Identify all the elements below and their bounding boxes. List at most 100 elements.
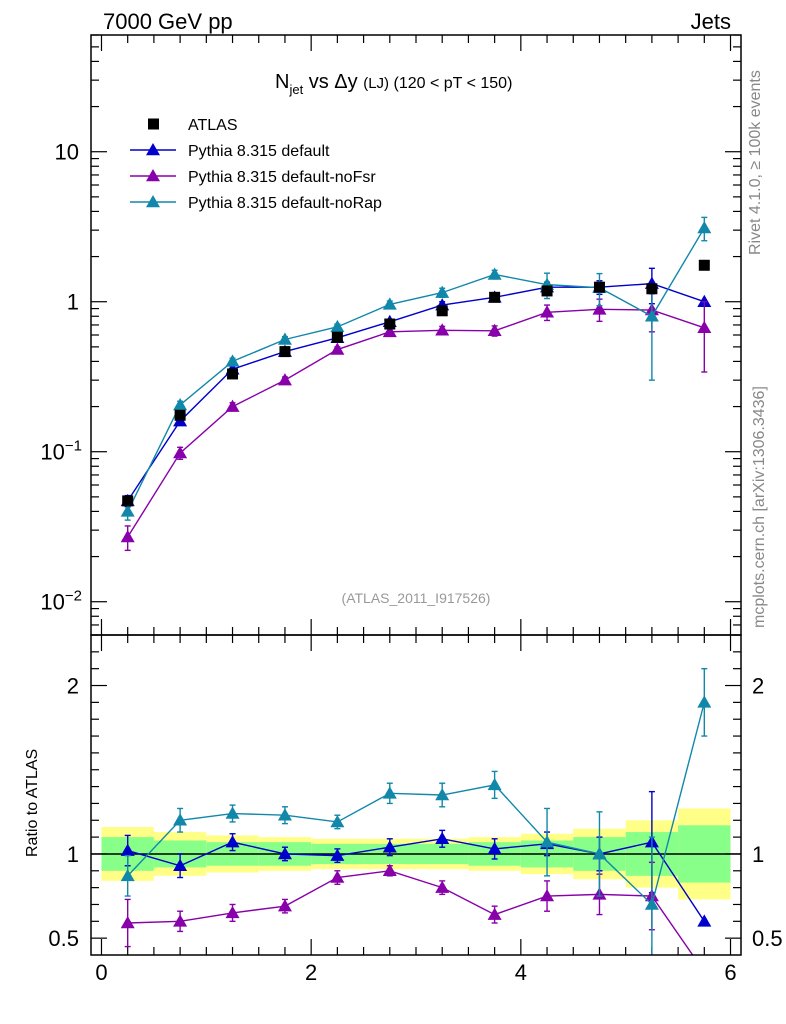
- series-line-0: [127, 282, 705, 502]
- series-point-1: [277, 373, 292, 386]
- ratio-point-2: [592, 846, 607, 860]
- series-point-1: [225, 399, 240, 412]
- ratio-point-1: [277, 899, 292, 912]
- legend-label: Pythia 8.315 default: [188, 143, 330, 160]
- series-point-1: [173, 446, 188, 459]
- series-point-2: [697, 221, 712, 234]
- atlas-point: [436, 305, 448, 317]
- series-point-1: [487, 323, 502, 337]
- atlas-point: [646, 283, 658, 295]
- legend-label: Pythia 8.315 default-noRap: [188, 195, 382, 212]
- x-tick-label: 0: [95, 960, 107, 985]
- atlas-point: [384, 318, 396, 330]
- ratio-point-1: [120, 916, 135, 929]
- mcplots-label: mcplots.cern.ch [arXiv:1306.3436]: [751, 386, 768, 628]
- series-point-2: [487, 267, 502, 280]
- x-tick-label: 6: [724, 960, 736, 985]
- ratio-point-0: [697, 914, 712, 927]
- atlas-point: [541, 285, 553, 297]
- atlas-point: [331, 331, 343, 343]
- y-tick-label: 1: [67, 290, 79, 315]
- ratio-point-2: [120, 868, 135, 882]
- ratio-uncertainty-bands: [91, 808, 741, 900]
- legend-marker-triangle: [146, 143, 160, 156]
- ratio-point-2: [382, 786, 397, 799]
- series-point-1: [540, 305, 555, 318]
- series-point-2: [225, 354, 240, 367]
- ratio-point-2: [487, 777, 502, 791]
- legend-marker-triangle: [146, 195, 160, 208]
- ratio-point-1: [173, 914, 188, 927]
- main-series: [120, 216, 712, 552]
- ratio-point-0: [120, 843, 135, 856]
- ratio-point-0: [173, 858, 188, 871]
- series-point-2: [644, 309, 659, 322]
- series-point-1: [592, 302, 607, 315]
- ratio-point-0: [435, 831, 450, 845]
- ratio-point-1: [330, 870, 345, 883]
- ratio-line-0: [127, 838, 705, 922]
- series-point-2: [173, 397, 188, 411]
- ratio-point-1: [540, 889, 555, 902]
- ratio-point-0: [382, 840, 397, 853]
- series-point-2: [120, 504, 135, 517]
- atlas-point: [279, 346, 291, 358]
- atlas-point: [698, 259, 710, 271]
- legend-marker-square: [148, 118, 159, 130]
- ratio-point-0: [330, 848, 345, 861]
- ratio-point-1: [487, 907, 502, 920]
- ratio-point-1: [435, 880, 450, 893]
- ratio-point-0: [277, 846, 292, 860]
- ratio-y-tick-label-right: 0.5: [752, 926, 783, 951]
- series-point-1: [330, 342, 345, 355]
- ratio-point-1: [697, 965, 711, 977]
- ratio-axes: 2 2 1 1 0.5 0.5 0 2 4 6: [48, 635, 783, 985]
- series-point-1: [697, 320, 712, 334]
- atlas-point: [122, 495, 134, 507]
- ratio-point-2: [225, 806, 240, 819]
- ratio-point-2: [644, 897, 659, 910]
- ratio-y-tick-label-left: 0.5: [48, 926, 79, 951]
- ratio-y-tick-label-right: 1: [752, 842, 764, 867]
- series-point-2: [330, 319, 345, 333]
- series-point-1: [382, 324, 397, 338]
- ratio-axis-label: Ratio to ATLAS: [24, 749, 41, 857]
- ratio-point-0: [225, 835, 240, 848]
- ratio-series: [120, 667, 712, 977]
- series-point-0: [697, 294, 712, 307]
- analysis-tag: (ATLAS_2011_I917526): [342, 590, 491, 606]
- y-tick-label: 10−2: [40, 588, 82, 615]
- ratio-line-1: [127, 870, 694, 955]
- ratio-line-2: [127, 702, 705, 906]
- series-point-2: [435, 285, 450, 298]
- atlas-point: [593, 281, 605, 293]
- x-tick-label: 2: [305, 960, 317, 985]
- ratio-point-1: [382, 863, 397, 877]
- ratio-point-2: [540, 835, 555, 848]
- ratio-point-1: [225, 905, 240, 919]
- x-tick-label: 4: [515, 960, 527, 985]
- ratio-point-2: [277, 808, 292, 821]
- ratio-y-tick-label-right: 2: [752, 674, 764, 699]
- plot-title: Njet vs Δy (LJ) (120 < pT < 150): [275, 71, 512, 97]
- series-line-2: [127, 227, 705, 512]
- y-tick-label: 10−1: [40, 438, 82, 465]
- ratio-y-tick-label-left: 2: [67, 674, 79, 699]
- legend-marker-triangle: [146, 169, 160, 182]
- legend-label: ATLAS: [188, 117, 238, 134]
- series-point-2: [382, 297, 397, 310]
- atlas-point: [489, 291, 501, 303]
- ratio-point-0: [487, 841, 502, 855]
- ratio-frame: [90, 634, 742, 956]
- series-line-1: [127, 308, 705, 538]
- legend: ATLAS Pythia 8.315 default Pythia 8.315 de…: [130, 117, 382, 212]
- series-point-1: [120, 530, 135, 543]
- ratio-point-2: [173, 813, 188, 826]
- ratio-point-2: [435, 788, 450, 801]
- legend-label: Pythia 8.315 default-noFsr: [188, 169, 376, 186]
- rivet-label: Rivet 4.1.0, ≥ 100k events: [747, 70, 764, 255]
- series-point-1: [435, 323, 450, 336]
- atlas-point: [227, 368, 239, 380]
- atlas-point: [174, 409, 186, 421]
